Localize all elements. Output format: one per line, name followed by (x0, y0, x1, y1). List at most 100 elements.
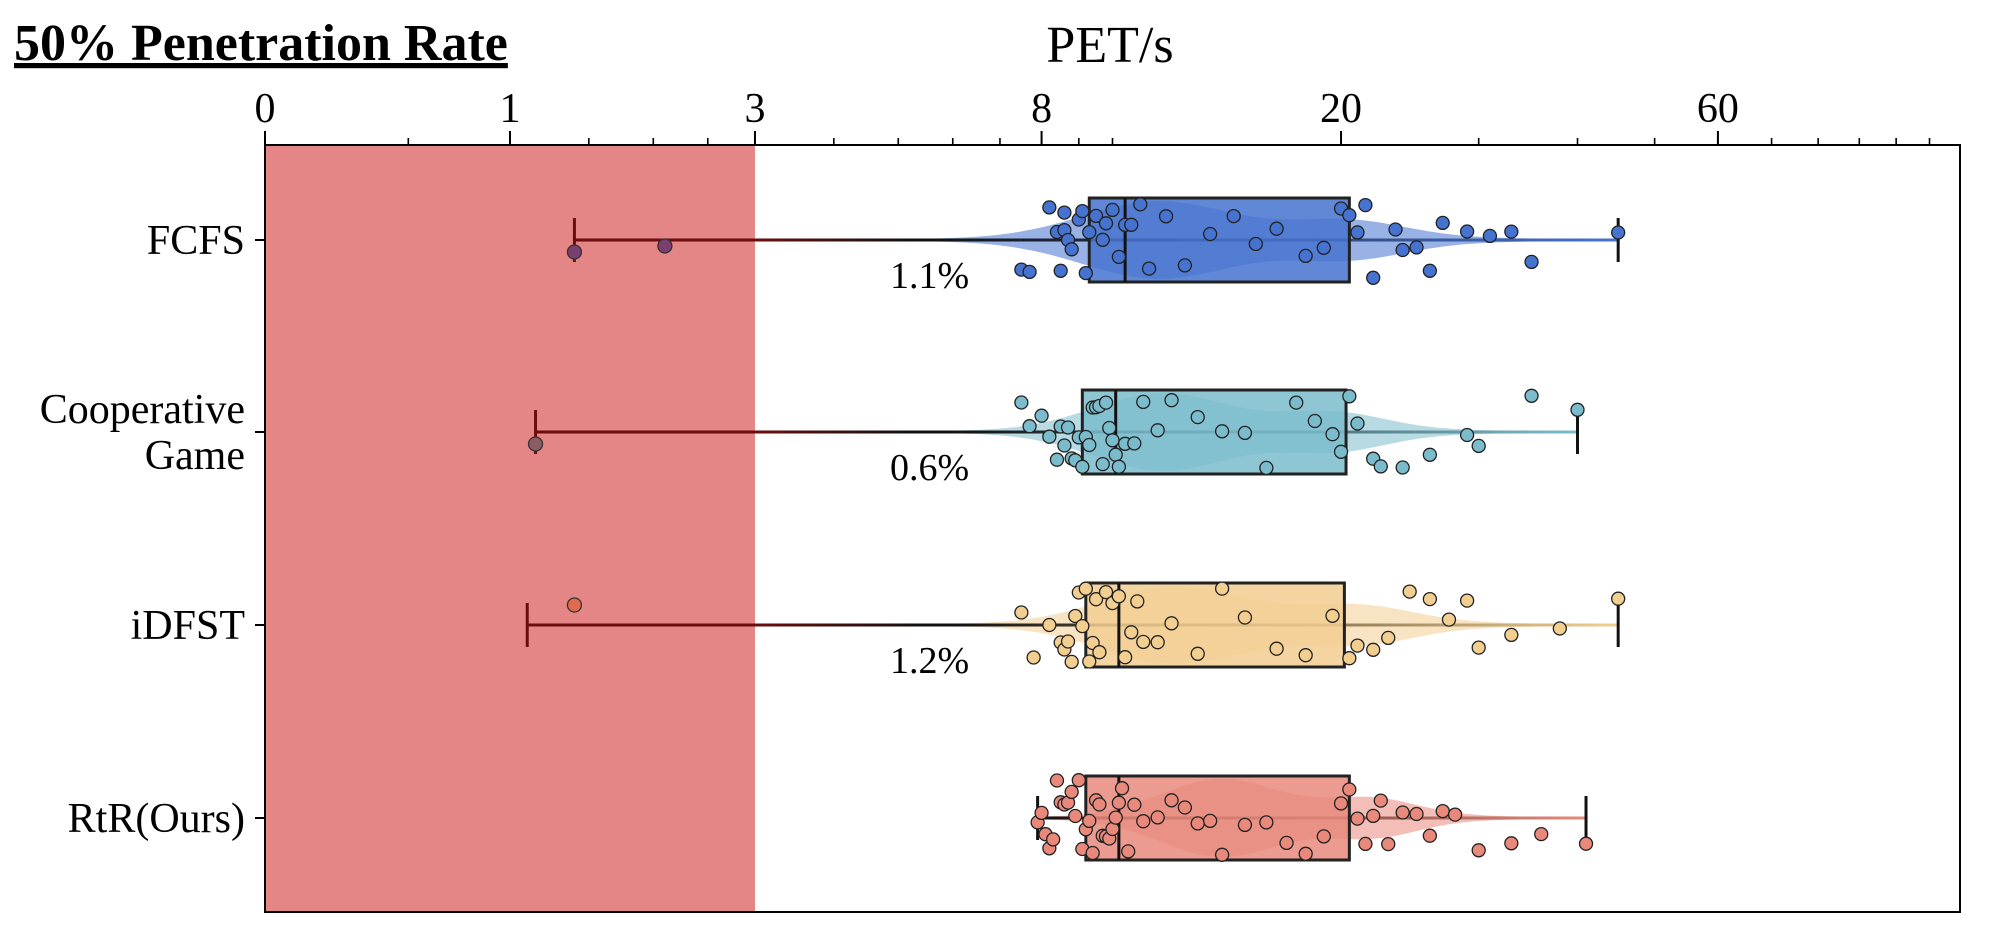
category-label: Game (145, 433, 245, 479)
outlier-point (566, 597, 583, 613)
data-point (1124, 217, 1139, 232)
data-point (1435, 215, 1450, 231)
data-point (1388, 222, 1403, 237)
data-point (1342, 782, 1357, 797)
data-point (1158, 209, 1174, 224)
data-point (1150, 810, 1165, 825)
data-point (1127, 436, 1142, 451)
data-point (1082, 224, 1097, 240)
data-point (1098, 216, 1114, 231)
data-point (1373, 793, 1388, 808)
data-point (1078, 265, 1093, 281)
data-point (1190, 646, 1205, 661)
data-point (1177, 258, 1193, 273)
data-point (1289, 395, 1304, 410)
data-point (1108, 810, 1123, 825)
data-point (1075, 459, 1090, 474)
x-tick-label: 20 (1320, 86, 1362, 132)
data-point (1298, 248, 1313, 264)
data-point (1422, 447, 1438, 462)
data-point (1105, 433, 1120, 448)
data-point (1402, 584, 1417, 599)
data-point (1269, 221, 1284, 236)
data-point (1108, 447, 1123, 462)
data-point (1141, 261, 1157, 276)
data-point (1524, 388, 1539, 403)
data-point (1136, 394, 1151, 410)
data-point (1202, 813, 1218, 829)
series-rtr-ours- (1030, 773, 1594, 862)
data-point (1042, 617, 1057, 633)
x-axis-title: PET/s (1046, 17, 1173, 74)
data-point (1214, 847, 1230, 862)
x-tick-label: 0 (255, 86, 276, 132)
data-point (1298, 846, 1313, 861)
data-point (1504, 224, 1519, 239)
data-point (1524, 254, 1539, 270)
percent-below-label: 1.2% (890, 640, 969, 682)
data-point (1082, 813, 1097, 829)
data-point (1611, 225, 1626, 240)
data-point (1150, 635, 1165, 650)
data-point (1049, 773, 1065, 788)
data-point (1190, 816, 1205, 831)
data-point (1082, 437, 1097, 453)
data-point (1422, 591, 1438, 607)
x-tick-label: 3 (744, 86, 765, 132)
data-point (1471, 640, 1486, 655)
data-point (1202, 226, 1218, 242)
data-point (1358, 836, 1373, 852)
category-label: Cooperative (40, 387, 245, 433)
data-point (1441, 612, 1457, 627)
data-point (1068, 808, 1083, 824)
data-point (1459, 224, 1475, 239)
data-point (1325, 427, 1340, 442)
data-point (1098, 584, 1114, 600)
data-point (1395, 805, 1410, 820)
data-point (1342, 651, 1357, 666)
data-point (1214, 581, 1230, 596)
data-point (1333, 444, 1349, 459)
percent-below-label: 0.6% (890, 447, 969, 489)
data-point (1053, 263, 1068, 278)
danger-zone (265, 145, 755, 912)
data-point (1164, 393, 1179, 408)
data-point (1435, 803, 1450, 819)
data-point (1060, 634, 1076, 649)
data-point (1552, 621, 1567, 636)
data-point (1190, 409, 1205, 425)
data-point (1459, 593, 1475, 608)
data-point (1471, 843, 1486, 858)
data-point (1088, 592, 1104, 607)
data-point (1111, 795, 1127, 810)
data-point (1316, 240, 1331, 255)
data-point (1064, 654, 1079, 670)
data-point (1611, 591, 1626, 606)
data-point (1422, 263, 1438, 278)
data-point (1057, 205, 1072, 220)
data-point (1226, 208, 1241, 224)
data-point (1395, 460, 1410, 475)
plot-layer: 1.1% 0.6% 1.2% (525, 196, 1626, 862)
data-point (1049, 452, 1065, 467)
data-point (1088, 208, 1104, 224)
data-point (1111, 459, 1127, 474)
data-point (1471, 438, 1486, 454)
x-tick-label: 1 (499, 86, 520, 132)
data-point (1350, 416, 1365, 431)
data-point (1237, 610, 1253, 625)
data-point (1121, 844, 1136, 859)
percent-below-label: 1.1% (890, 255, 969, 297)
data-point (1422, 828, 1438, 843)
data-point (1085, 845, 1100, 861)
data-point (1075, 203, 1090, 219)
data-point (1111, 589, 1127, 604)
data-point (1214, 424, 1230, 439)
data-point (1136, 634, 1151, 650)
data-point (1298, 648, 1313, 663)
data-point (1022, 264, 1037, 280)
data-point (1504, 627, 1519, 643)
data-point (1333, 796, 1349, 811)
